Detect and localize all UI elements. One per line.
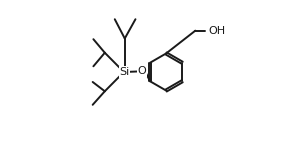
Text: O: O — [137, 66, 146, 76]
Text: Si: Si — [120, 67, 130, 77]
Text: OH: OH — [208, 26, 225, 36]
